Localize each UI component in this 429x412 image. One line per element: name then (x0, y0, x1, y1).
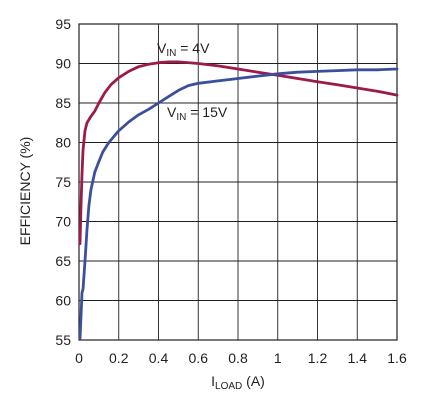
y-axis-title: EFFICIENCY (%) (17, 137, 33, 246)
y-tick-label: 60 (55, 293, 71, 309)
series-label-vin-4v-sub: IN (166, 48, 176, 59)
y-tick-label: 65 (55, 253, 71, 269)
series-label-vin-4v: VIN = 4V (157, 40, 210, 59)
x-tick-label: 1 (274, 350, 282, 366)
x-tick-label: 1.6 (387, 350, 407, 366)
y-tick-label: 90 (55, 56, 71, 72)
y-tick-label: 95 (55, 16, 71, 32)
y-tick-label: 55 (55, 332, 71, 348)
series-layer (78, 60, 399, 340)
y-tick-label: 75 (55, 174, 71, 190)
x-axis-title-unit: (A) (242, 373, 265, 389)
series-label-vin-4v-rest: = 4V (176, 40, 210, 56)
y-tick-label: 80 (55, 135, 71, 151)
series-label-vin-4v-main: V (157, 40, 167, 56)
x-axis-title-sub: LOAD (215, 381, 242, 392)
tick-labels: 0 0.2 0.4 0.6 0.8 1 1.2 1.4 1.6 55 60 65 70 75 80 85 90 9… (55, 16, 407, 366)
x-tick-label: 0.4 (149, 350, 169, 366)
x-tick-label: 0.6 (189, 350, 209, 366)
y-tick-label: 70 (55, 214, 71, 230)
series-label-vin-15v-sub: IN (176, 112, 186, 123)
series-line-vin-4v (78, 60, 399, 246)
x-tick-label: 0 (75, 350, 83, 366)
grid (79, 24, 397, 340)
series-label-vin-15v: VIN = 15V (167, 104, 228, 123)
y-tick-label: 85 (55, 95, 71, 111)
x-tick-label: 0.2 (109, 350, 129, 366)
x-axis-title: ILOAD (A) (211, 373, 265, 392)
x-axis-title-main: I (211, 373, 215, 389)
series-label-vin-15v-rest: = 15V (186, 104, 228, 120)
x-tick-label: 1.2 (308, 350, 328, 366)
plot-frame (78, 23, 398, 341)
series-label-vin-15v-main: V (167, 104, 177, 120)
x-tick-label: 0.8 (228, 350, 248, 366)
series-line-vin-15v (78, 67, 399, 340)
x-tick-label: 1.4 (348, 350, 368, 366)
